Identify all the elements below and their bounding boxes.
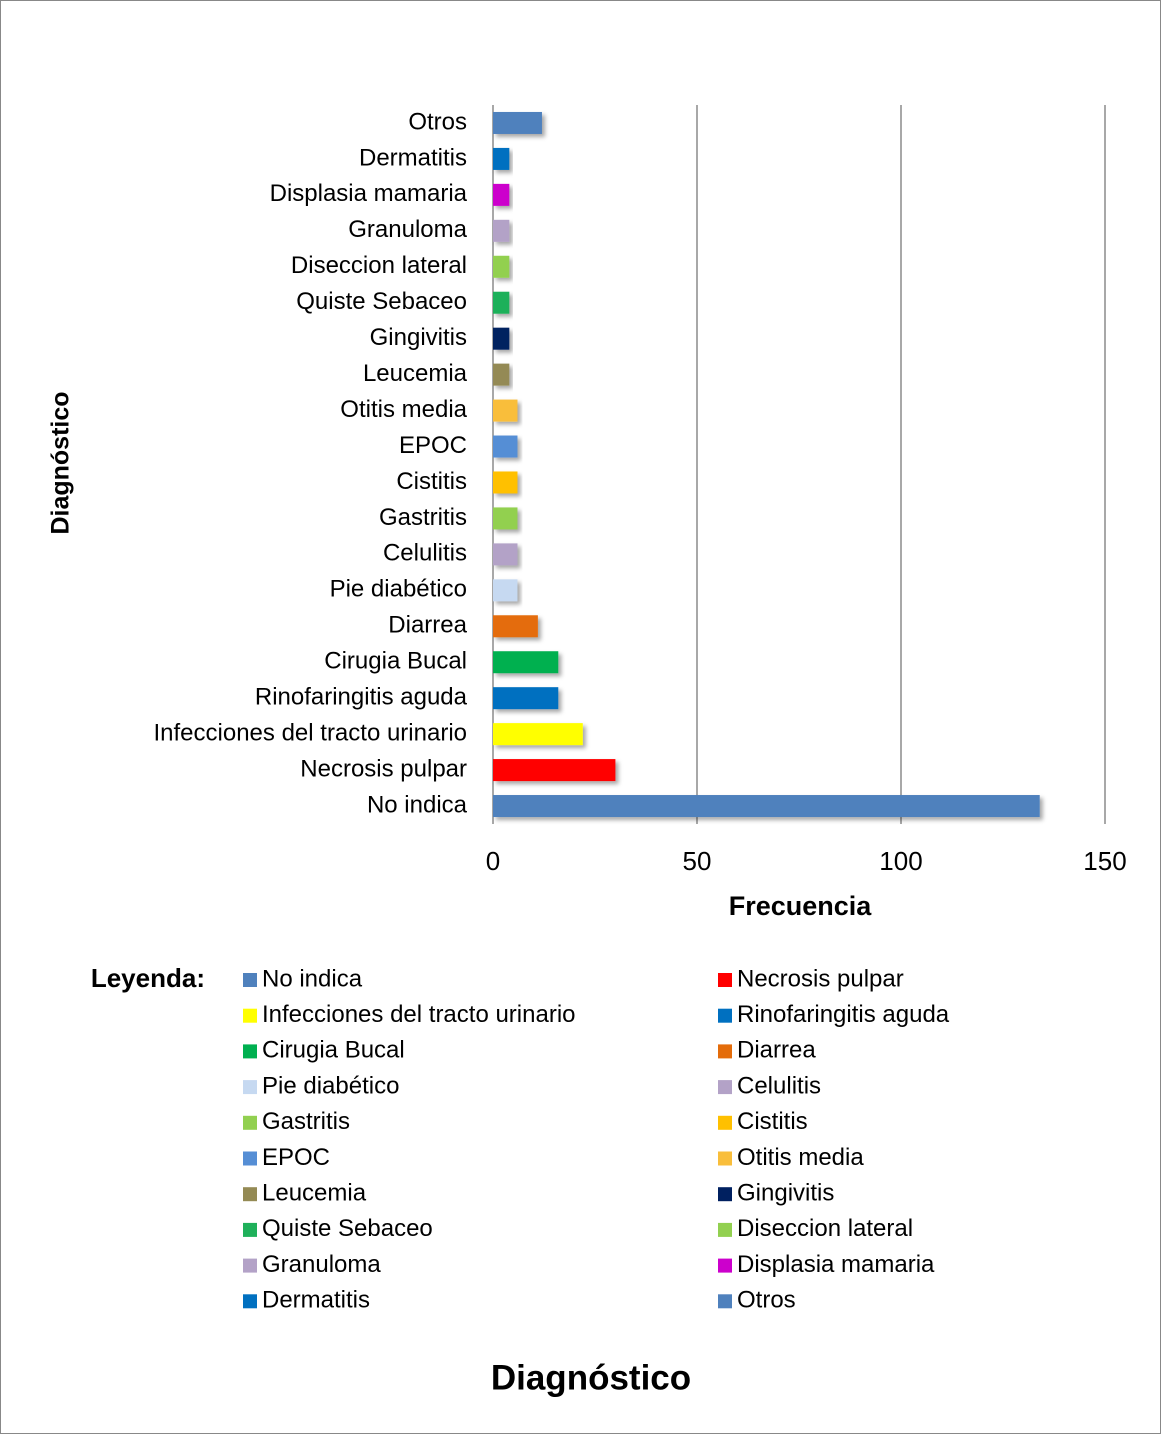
legend-label: Gastritis (262, 1108, 350, 1135)
bar (493, 435, 518, 458)
legend-swatch (243, 1008, 257, 1023)
bar (493, 795, 1040, 818)
bar (493, 147, 510, 170)
bar (493, 219, 510, 242)
bar (493, 687, 559, 710)
bar (493, 651, 559, 674)
legend-swatch (243, 1151, 257, 1166)
legend-label: Rinofaringitis aguda (737, 1001, 950, 1028)
y-tick-label: Gingivitis (370, 324, 467, 351)
legend-swatch (718, 1008, 732, 1023)
bar (493, 723, 583, 746)
y-tick-label: Celulitis (383, 540, 467, 567)
x-tick-label: 0 (486, 846, 500, 876)
y-axis-label: Diagnóstico (47, 391, 75, 534)
legend-swatch (718, 973, 732, 987)
y-tick-label: Pie diabético (330, 576, 467, 603)
bar (493, 399, 518, 422)
legend-swatch (243, 1080, 257, 1095)
legend-swatch (243, 1258, 257, 1273)
legend-swatch (243, 1294, 257, 1309)
bar (493, 615, 538, 638)
legend-label: Cirugia Bucal (262, 1037, 405, 1064)
legend-swatch (243, 1222, 257, 1237)
y-tick-label: Necrosis pulpar (300, 755, 467, 782)
legend-swatch (718, 1258, 732, 1273)
y-tick-label: Gastritis (379, 504, 467, 531)
y-tick-label: Leucemia (363, 360, 468, 387)
bar (493, 111, 542, 134)
legend-label: EPOC (262, 1144, 330, 1171)
legend-label: Celulitis (737, 1072, 821, 1099)
x-tick-label: 150 (1083, 846, 1126, 876)
bar (493, 759, 616, 782)
bar (493, 507, 518, 530)
legend-label: Quiste Sebaceo (262, 1215, 433, 1242)
legend-swatch (243, 973, 257, 987)
y-tick-label: Displasia mamaria (270, 180, 468, 207)
bar (493, 291, 510, 314)
legend-label: Diseccion lateral (737, 1215, 913, 1242)
bar (493, 327, 510, 350)
legend-swatch (243, 1187, 257, 1202)
legend-swatch (718, 1151, 732, 1166)
x-tick-label: 50 (683, 846, 712, 876)
legend-swatch (718, 1115, 732, 1130)
bar (493, 579, 518, 602)
legend-swatch (718, 1222, 732, 1237)
legend-label: Displasia mamaria (737, 1251, 935, 1278)
legend-swatch (243, 1115, 257, 1130)
bar (493, 471, 518, 494)
legend-title: Leyenda: (91, 963, 205, 993)
x-tick-label: 100 (879, 846, 922, 876)
bar (493, 363, 510, 386)
legend-swatch (718, 1294, 732, 1309)
bar (493, 183, 510, 206)
legend-label: Necrosis pulpar (737, 965, 904, 992)
legend-label: No indica (262, 965, 363, 992)
legend-swatch (718, 1187, 732, 1202)
legend-swatch (718, 1080, 732, 1095)
bar (493, 543, 518, 566)
y-tick-label: Diarrea (388, 612, 467, 639)
y-tick-label: Dermatitis (359, 144, 467, 171)
y-tick-label: Otitis media (340, 396, 467, 423)
y-tick-label: Otros (408, 108, 467, 135)
bar (493, 255, 510, 278)
legend-label: Leucemia (262, 1180, 367, 1207)
legend-label: Diarrea (737, 1037, 816, 1064)
legend-label: Otitis media (737, 1144, 864, 1171)
legend-label: Gingivitis (737, 1180, 834, 1207)
legend-label: Dermatitis (262, 1287, 370, 1314)
legend-label: Pie diabético (262, 1072, 399, 1099)
legend-swatch (243, 1044, 257, 1059)
y-tick-label: Diseccion lateral (291, 252, 467, 279)
y-tick-label: Rinofaringitis aguda (255, 684, 468, 711)
legend-label: Otros (737, 1287, 796, 1314)
legend-label: Infecciones del tracto urinario (262, 1001, 576, 1028)
y-tick-label: Cistitis (396, 468, 467, 495)
y-tick-label: No indica (367, 791, 468, 818)
legend-label: Granuloma (262, 1251, 381, 1278)
y-tick-label: Granuloma (348, 216, 467, 243)
legend-swatch (718, 1044, 732, 1059)
y-tick-label: Quiste Sebaceo (296, 288, 467, 315)
y-tick-label: Cirugia Bucal (324, 648, 467, 675)
y-tick-label: EPOC (399, 432, 467, 459)
x-axis-label: Frecuencia (729, 891, 873, 921)
chart-title: Diagnóstico (491, 1358, 691, 1397)
legend-label: Cistitis (737, 1108, 808, 1135)
y-tick-label: Infecciones del tracto urinario (154, 719, 468, 746)
